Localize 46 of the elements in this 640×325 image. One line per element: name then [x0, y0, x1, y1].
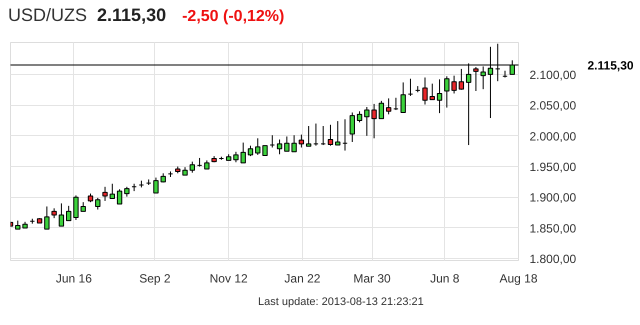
candlestick	[80, 202, 86, 212]
x-tick-label: Mar 30	[353, 272, 392, 286]
candlestick	[284, 136, 290, 152]
candlestick	[386, 98, 392, 115]
x-tick-label: Nov 12	[210, 272, 248, 286]
candlestick	[255, 138, 260, 156]
x-tick-label: Jun 16	[56, 272, 92, 286]
y-tick-label: 2.000,00	[530, 129, 577, 144]
ref-line-label: 2.115,30	[588, 58, 634, 73]
candlestick	[95, 197, 100, 210]
y-tick-label: 1.900,00	[530, 190, 577, 205]
candlestick	[430, 83, 435, 100]
x-tick-label: Jan 22	[284, 272, 321, 286]
y-tick-label: 1.800,00	[530, 252, 577, 266]
candlestick	[350, 112, 355, 142]
x-tick-label: Jun 8	[430, 272, 460, 286]
candlestick	[306, 126, 312, 147]
y-tick-label: 2.100,00	[530, 68, 577, 82]
candlestick	[248, 145, 254, 157]
y-tick-label: 2.050,00	[530, 98, 577, 113]
candlestick	[356, 110, 362, 123]
candlestick	[73, 194, 79, 220]
candlestick	[262, 145, 268, 156]
candlestick	[328, 124, 334, 146]
candlestick	[400, 82, 406, 114]
candlestick	[190, 161, 195, 174]
candlestick	[422, 77, 428, 106]
x-tick-label: Aug 18	[499, 272, 538, 286]
candlestick	[58, 202, 64, 227]
y-tick-label: 1.950,00	[530, 160, 577, 174]
candlestick	[66, 205, 72, 222]
candlestick	[436, 78, 442, 114]
chart-title: USD/UZS	[8, 5, 88, 25]
candlestick	[364, 106, 370, 136]
candlestick	[110, 183, 115, 199]
candlestick	[153, 177, 159, 194]
candlestick	[51, 208, 57, 219]
candlestick	[444, 76, 450, 108]
candlestick	[335, 120, 340, 146]
candlestick	[102, 186, 108, 202]
text: Last update: 2013-08-13 21:23:21	[258, 296, 424, 308]
x-tick-label: Sep 2	[139, 272, 171, 286]
text: -2,50 (-0,12%)	[182, 8, 284, 25]
candlestick	[240, 142, 246, 164]
y-tick-label: 1.850,00	[530, 221, 577, 236]
text: 2.115,30	[97, 5, 166, 25]
